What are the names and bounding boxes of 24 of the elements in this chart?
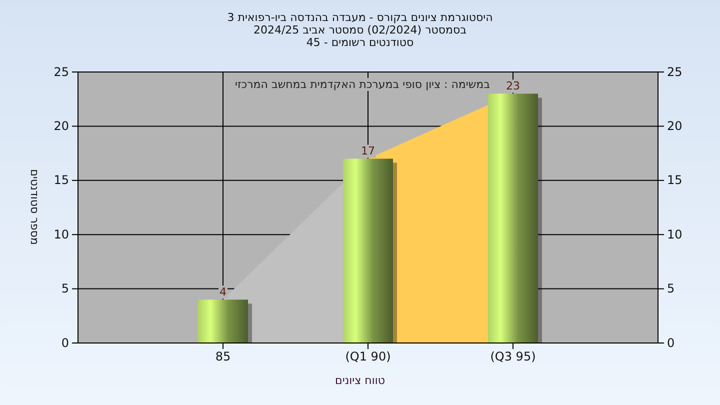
x-axis-title: טווח ציונים <box>335 374 385 387</box>
y-tick-label: 20 <box>54 119 69 134</box>
x-tick-label: (Q1 90) <box>345 350 391 364</box>
x-tick-label: (Q3 95) <box>490 350 536 364</box>
y2-tick-label: 5 <box>667 282 675 296</box>
y-tick-label: 0 <box>61 336 69 350</box>
data-label: 23 <box>506 80 520 93</box>
y2-tick-label: 15 <box>667 173 682 188</box>
y-tick-label: 15 <box>54 173 69 188</box>
text: בסמסטר (02/2024) סמסטר אביב 2024/25 <box>253 24 467 36</box>
y2-tick-label: 0 <box>667 336 675 350</box>
chart-title: היסטוגרמת ציונים בקורס - מעבדה בהנדסה ביו-רפואית 3 <box>227 11 493 24</box>
data-label: 4 <box>220 286 226 299</box>
annotation: במשימה : ציון סופי במערכת האקדמית במחשב המרכזי <box>235 78 490 91</box>
y2-tick-label: 20 <box>667 119 682 134</box>
y-tick-label: 10 <box>54 227 69 242</box>
x-tick-label: 85 <box>215 350 231 364</box>
y2-tick-label: 25 <box>667 64 682 79</box>
y-tick-label: 25 <box>54 64 69 79</box>
y-tick-label: 5 <box>61 282 69 296</box>
data-label: 17 <box>361 144 375 158</box>
y-axis-title: מספר סטודנטים <box>28 169 41 245</box>
y2-tick-label: 10 <box>667 227 682 242</box>
text: סטודנטים רשומים - 45 <box>306 36 414 49</box>
